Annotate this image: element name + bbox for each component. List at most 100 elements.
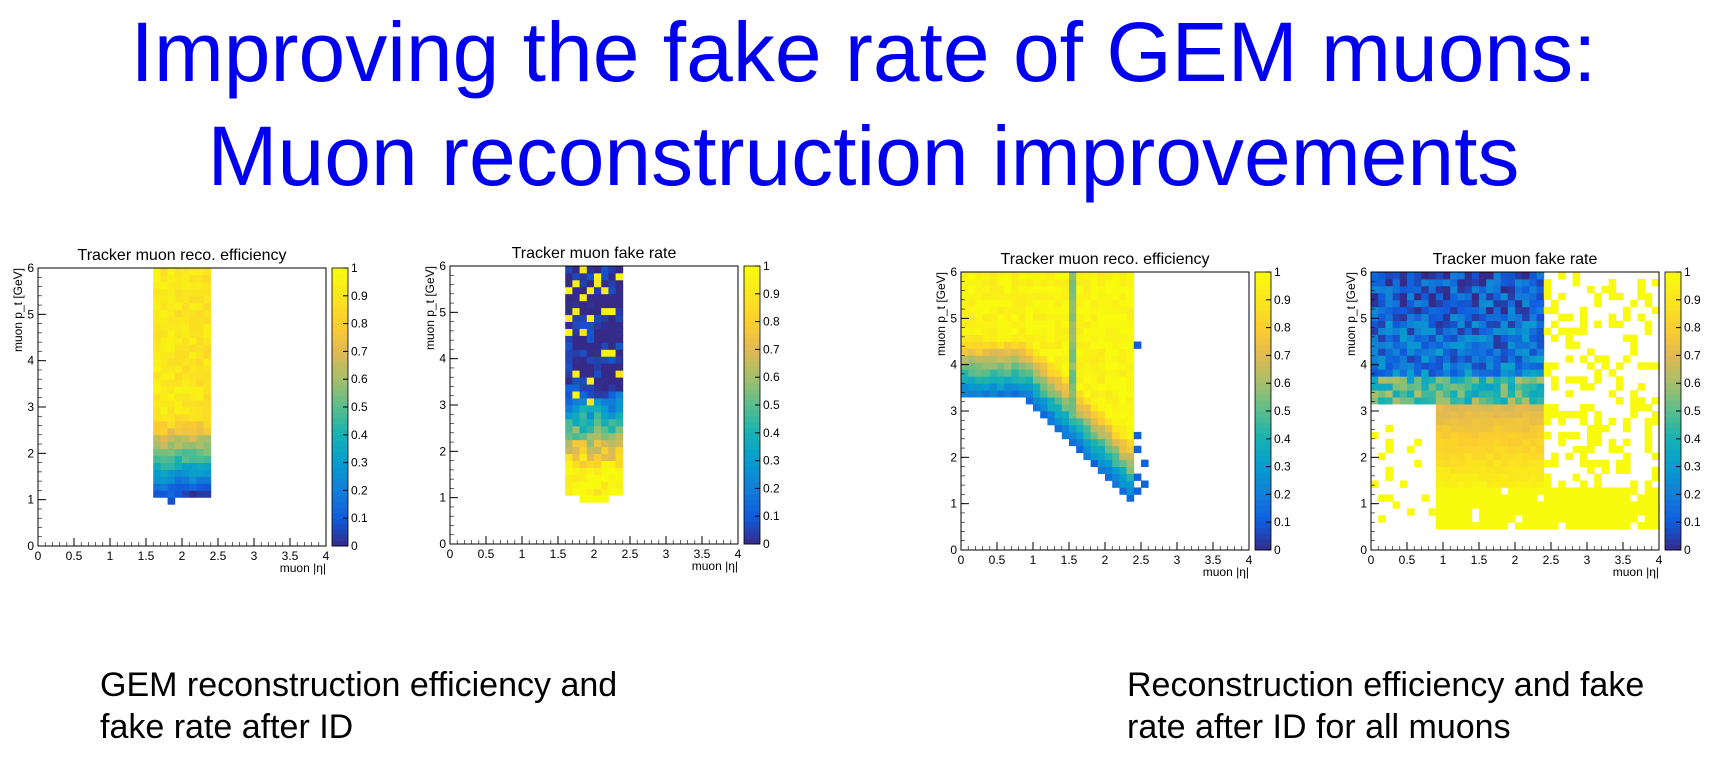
heatmap-cell — [579, 460, 588, 468]
heatmap-cell — [1090, 438, 1099, 447]
heatmap-cell — [1407, 272, 1415, 280]
heatmap-cell — [1594, 424, 1602, 433]
heatmap-cell — [1011, 348, 1019, 356]
heatmap-cell — [1543, 285, 1552, 294]
heatmap-cell — [1558, 508, 1566, 516]
heatmap-cell — [1587, 424, 1595, 433]
heatmap-cell — [160, 386, 168, 394]
heatmap-cell — [174, 427, 183, 436]
heatmap-cell — [1529, 292, 1537, 301]
color-bar-segment — [744, 393, 760, 400]
heatmap-cell — [1536, 383, 1545, 391]
heatmap-cell — [1047, 327, 1055, 335]
heatmap-cell — [167, 274, 176, 283]
y-tick-label: 4 — [27, 354, 34, 368]
heatmap-cell — [1069, 424, 1077, 433]
heatmap-cell — [1004, 341, 1012, 349]
heatmap-cell — [153, 407, 161, 415]
heatmap-cell — [1407, 383, 1415, 391]
heatmap-cell — [1126, 299, 1135, 308]
y-tick-label: 0 — [439, 537, 446, 551]
heatmap-cell — [1486, 355, 1494, 363]
heatmap-cell — [1126, 431, 1135, 440]
heatmap-cell — [1083, 404, 1091, 412]
heatmap-cell — [594, 307, 602, 316]
heatmap-cell — [1507, 438, 1516, 447]
heatmap-cell — [961, 299, 969, 308]
heatmap-cell — [1435, 292, 1444, 301]
heatmap-cell — [572, 335, 580, 343]
heatmap-cell — [1464, 292, 1473, 301]
heatmap-cell — [961, 306, 969, 315]
heatmap-cell — [989, 327, 998, 335]
heatmap-cell — [1126, 397, 1135, 405]
heatmap-cell — [1450, 348, 1458, 356]
heatmap-cell — [1112, 459, 1120, 467]
heatmap-cell — [1378, 355, 1386, 363]
heatmap-cell — [1047, 376, 1055, 384]
heatmap-cell — [594, 495, 602, 503]
heatmap-cell — [196, 274, 204, 283]
heatmap-cell — [615, 335, 624, 343]
heatmap-cell — [594, 279, 602, 288]
heatmap-cell — [1090, 272, 1099, 280]
heatmap-cell — [1076, 390, 1084, 398]
color-bar-segment — [332, 356, 348, 364]
heatmap-cell — [565, 425, 573, 434]
color-bar-segment — [332, 373, 348, 380]
heatmap-cell — [182, 288, 190, 297]
slide-title-line-1: Improving the fake rate of GEM muons: — [130, 5, 1597, 99]
heatmap-cell — [997, 292, 1005, 301]
heatmap-cell — [1536, 445, 1545, 454]
heatmap-cell — [565, 453, 573, 461]
heatmap-cell — [167, 281, 176, 290]
heatmap-cell — [196, 281, 204, 290]
x-tick-label: 4 — [735, 547, 742, 561]
color-bar-segment — [1255, 355, 1271, 362]
color-bar-segment — [332, 523, 348, 530]
heatmap-cell — [1392, 390, 1401, 398]
heatmap-cell — [975, 292, 983, 301]
y-tick-label: 3 — [950, 404, 957, 418]
heatmap-cell — [1493, 341, 1501, 349]
heatmap-cell — [1587, 348, 1595, 356]
heatmap-cell — [1090, 390, 1099, 398]
heatmap-cell — [1565, 376, 1573, 384]
heatmap-cell — [1651, 508, 1660, 516]
heatmap-cell — [1112, 313, 1120, 322]
z-tick-label: 0.3 — [351, 456, 368, 470]
color-bar-segment — [1255, 422, 1271, 429]
heatmap-cell — [1126, 390, 1135, 398]
heatmap-cell — [1651, 411, 1660, 419]
heatmap-cell — [203, 386, 212, 394]
color-bar-segment — [1665, 366, 1681, 373]
heatmap-cell — [1608, 438, 1617, 447]
heatmap-cell — [1097, 313, 1106, 322]
heatmap-cell — [1105, 334, 1113, 342]
heatmap-cell — [601, 474, 609, 482]
heatmap-cell — [601, 488, 609, 496]
color-bar-segment — [1255, 272, 1271, 279]
heatmap-cell — [565, 286, 573, 295]
heatmap-cell — [997, 341, 1005, 349]
heatmap-cell — [565, 411, 573, 420]
heatmap-cell — [1536, 466, 1545, 474]
heatmap-cell — [174, 434, 183, 443]
heatmap-cell — [1385, 272, 1393, 280]
color-bar-segment — [332, 429, 348, 436]
heatmap-cell — [182, 483, 190, 491]
heatmap-cell — [1414, 459, 1422, 467]
z-tick-label: 0.4 — [1274, 432, 1291, 446]
heatmap-cell — [601, 495, 609, 503]
heatmap-cell — [1515, 397, 1523, 405]
heatmap-cell — [1443, 452, 1451, 461]
heatmap-cell — [961, 376, 969, 384]
heatmap-cell — [1637, 501, 1645, 509]
heatmap-cell — [1587, 494, 1595, 502]
heatmap-cell — [1450, 473, 1458, 481]
heatmap-cell — [586, 432, 595, 441]
heatmap-cell — [1076, 417, 1084, 426]
heatmap-cell — [1457, 292, 1465, 301]
heatmap-cell — [1076, 313, 1084, 322]
heatmap-cell — [1457, 334, 1465, 342]
